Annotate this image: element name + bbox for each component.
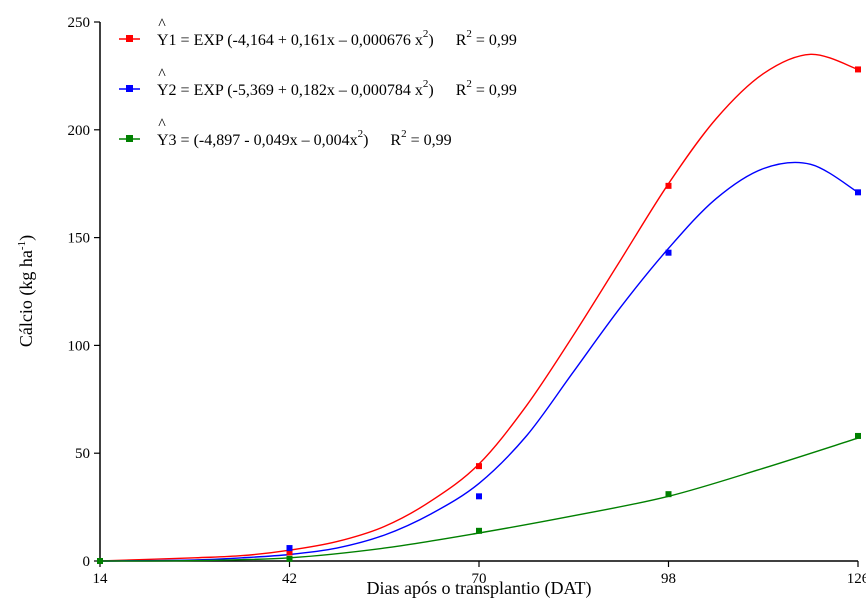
legend-hat-y2: ^ <box>158 66 166 83</box>
legend-y3-r2-sup: 2 <box>401 128 407 140</box>
y-tick-label: 150 <box>68 231 91 247</box>
y-axis-title-end: ) <box>16 235 37 241</box>
y-axis-title: Cálcio (kg ha-1) <box>16 235 37 347</box>
series-y3-point <box>97 558 103 564</box>
points <box>97 66 861 564</box>
legend-y1-r2-prefix: R <box>456 32 467 49</box>
x-tick-label: 42 <box>282 571 297 587</box>
x-tick-label: 70 <box>472 571 487 587</box>
y-tick-label: 250 <box>68 15 91 31</box>
series-y3-point <box>855 432 861 439</box>
curves <box>99 53 859 562</box>
legend-y2-r2-sup: 2 <box>466 78 472 90</box>
series-y2-point <box>855 189 861 196</box>
axes <box>99 22 858 562</box>
series-y3-point <box>286 555 293 562</box>
series-y2-point <box>476 493 482 500</box>
x-tick-label: 126 <box>847 571 866 587</box>
legend-hat-y1: ^ <box>158 16 166 33</box>
legend-y1-r2-sup: 2 <box>466 28 472 40</box>
series-y3-curve <box>99 437 859 562</box>
series-y1-curve <box>99 53 859 562</box>
legend: ^Y1 = EXP (-4,164 + 0,161x – 0,000676 x2… <box>119 16 517 149</box>
legend-y3-r2-value: = 0,99 <box>407 132 452 149</box>
legend-y1-sup: 2 <box>423 28 429 40</box>
legend-y2-label: Y2 = EXP (-5,369 + 0,182x – 0,000784 x <box>157 82 423 99</box>
legend-y1-close: ) <box>428 32 433 49</box>
x-tick-label: 14 <box>93 571 109 587</box>
legend-equation-y2: Y2 = EXP (-5,369 + 0,182x – 0,000784 x2)… <box>157 78 517 99</box>
legend-y2-r2-prefix: R <box>456 82 467 99</box>
y-tick-label: 0 <box>83 554 91 570</box>
legend-y2-sup: 2 <box>423 78 429 90</box>
y-tick-label: 200 <box>68 123 91 139</box>
legend-equation-y1: Y1 = EXP (-4,164 + 0,161x – 0,000676 x2)… <box>157 28 517 49</box>
legend-y3-sup: 2 <box>358 128 364 140</box>
legend-y2-r2-value: = 0,99 <box>472 82 517 99</box>
series-y3-point <box>476 527 482 534</box>
legend-hat-y3: ^ <box>158 116 166 133</box>
legend-y3-r2-prefix: R <box>390 132 401 149</box>
x-axis-title: Dias após o transplantio (DAT) <box>367 578 592 599</box>
series-y1-point <box>476 463 482 470</box>
x-tick-label: 98 <box>661 571 676 587</box>
legend-y1-label: Y1 = EXP (-4,164 + 0,161x – 0,000676 x <box>157 32 423 49</box>
legend-y3-close: ) <box>363 132 368 149</box>
series-y3-point <box>665 491 672 498</box>
y-tick-label: 100 <box>68 338 91 354</box>
series-y2-point <box>286 545 293 552</box>
legend-equation-y3: Y3 = (-4,897 - 0,049x – 0,004x2) R2 = 0,9… <box>157 128 452 149</box>
ticks: 0 50 100 150 200 250 14 42 70 98 126 <box>68 15 866 587</box>
series-y1-point <box>855 66 861 73</box>
series-y2-curve <box>99 161 859 562</box>
series-y2-point <box>665 249 672 256</box>
y-axis-title-base: Cálcio (kg ha <box>16 250 37 347</box>
y-tick-label: 50 <box>75 446 90 462</box>
series-y1-point <box>665 182 672 189</box>
legend-y2-close: ) <box>428 82 433 99</box>
y-axis-title-sup: -1 <box>16 241 28 250</box>
legend-y1-r2-value: = 0,99 <box>472 32 517 49</box>
legend-y3-label: Y3 = (-4,897 - 0,049x – 0,004x <box>157 132 358 149</box>
series-y1-point <box>286 549 293 556</box>
